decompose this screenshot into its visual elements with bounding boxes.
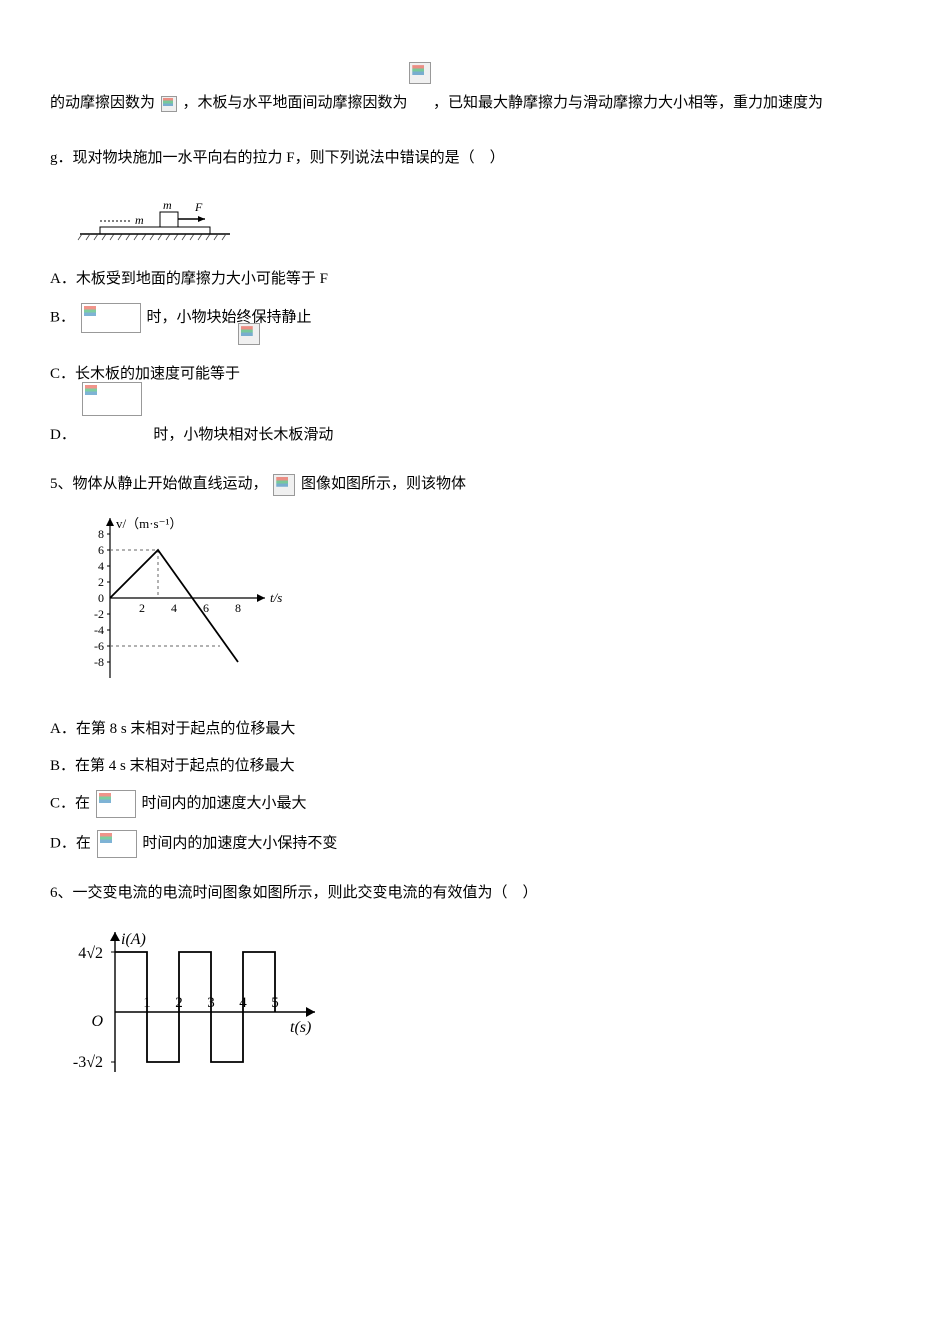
q4-intro-p1: 的动摩擦因数为 xyxy=(50,95,155,111)
y-pos-label: 4√2 xyxy=(78,945,103,962)
ytick: 4 xyxy=(98,559,104,573)
broken-image-icon xyxy=(97,830,137,858)
ytick: 6 xyxy=(98,543,104,557)
broken-image-icon xyxy=(82,382,142,416)
q6-stem: 6、一交变电流的电流时间图象如图所示，则此交变电流的有效值为（ ） xyxy=(50,880,900,907)
q5-chart: 8 6 4 2 0 -2 -4 -6 -8 2 4 6 8 xyxy=(60,508,900,698)
xlabel: t/s xyxy=(270,590,282,605)
ytick: 0 xyxy=(98,591,104,605)
q5-option-b: B．在第 4 s 末相对于起点的位移最大 xyxy=(50,753,900,780)
q5-option-d: D．在 时间内的加速度大小保持不变 xyxy=(50,830,900,858)
q6-chart: 4√2 -3√2 O 1 2 3 4 5 i(A) t(s) xyxy=(60,917,900,1097)
ylabel: v/（m·s⁻¹） xyxy=(116,516,182,531)
broken-image-icon xyxy=(238,323,260,345)
q4-intro-p3: ，已知最大静摩擦力与滑动摩擦力大小相等，重力加速度为 xyxy=(433,95,823,111)
ytick: -2 xyxy=(94,607,104,621)
q4-intro-line2: g．现对物块施加一水平向右的拉力 F，则下列说法中错误的是（ ） xyxy=(50,145,900,172)
label-m-left: m xyxy=(135,213,144,227)
ytick: 8 xyxy=(98,527,104,541)
q5-option-a: A．在第 8 s 末相对于起点的位移最大 xyxy=(50,716,900,743)
ytick: -8 xyxy=(94,655,104,669)
xtick: 4 xyxy=(171,601,177,615)
y-neg-label: -3√2 xyxy=(73,1054,103,1071)
q4-option-d: D． 时，小物块相对长木板滑动 xyxy=(50,422,900,449)
broken-image-icon xyxy=(273,474,295,496)
q4-intro-p2: ，木板与水平地面间动摩擦因数为 xyxy=(183,95,408,111)
ytick: -6 xyxy=(94,639,104,653)
label-m-block: m xyxy=(163,198,172,212)
origin-label: O xyxy=(91,1013,103,1030)
xlabel: t(s) xyxy=(290,1019,311,1036)
q5-stem: 5、物体从静止开始做直线运动， 图像如图所示，则该物体 xyxy=(50,471,900,498)
q4-diagram: m m F xyxy=(70,194,900,254)
ytick: -4 xyxy=(94,623,104,637)
ylabel: i(A) xyxy=(121,931,146,948)
q4-option-c: C．长木板的加速度可能等于 xyxy=(50,361,900,388)
q4-intro-line1: 的动摩擦因数为 ，木板与水平地面间动摩擦因数为 ，已知最大静摩擦力与滑动摩擦力大… xyxy=(50,90,900,117)
xtick: 2 xyxy=(139,601,145,615)
q5-option-c: C．在 时间内的加速度大小最大 xyxy=(50,790,900,818)
broken-image-icon xyxy=(409,62,431,84)
ytick: 2 xyxy=(98,575,104,589)
q4-option-b: B． 时，小物块始终保持静止 xyxy=(50,303,900,333)
label-f: F xyxy=(194,200,203,214)
q4-option-a: A．木板受到地面的摩擦力大小可能等于 F xyxy=(50,266,900,293)
broken-image-icon xyxy=(161,96,177,112)
broken-image-icon xyxy=(96,790,136,818)
xtick: 8 xyxy=(235,601,241,615)
broken-image-icon xyxy=(81,303,141,333)
